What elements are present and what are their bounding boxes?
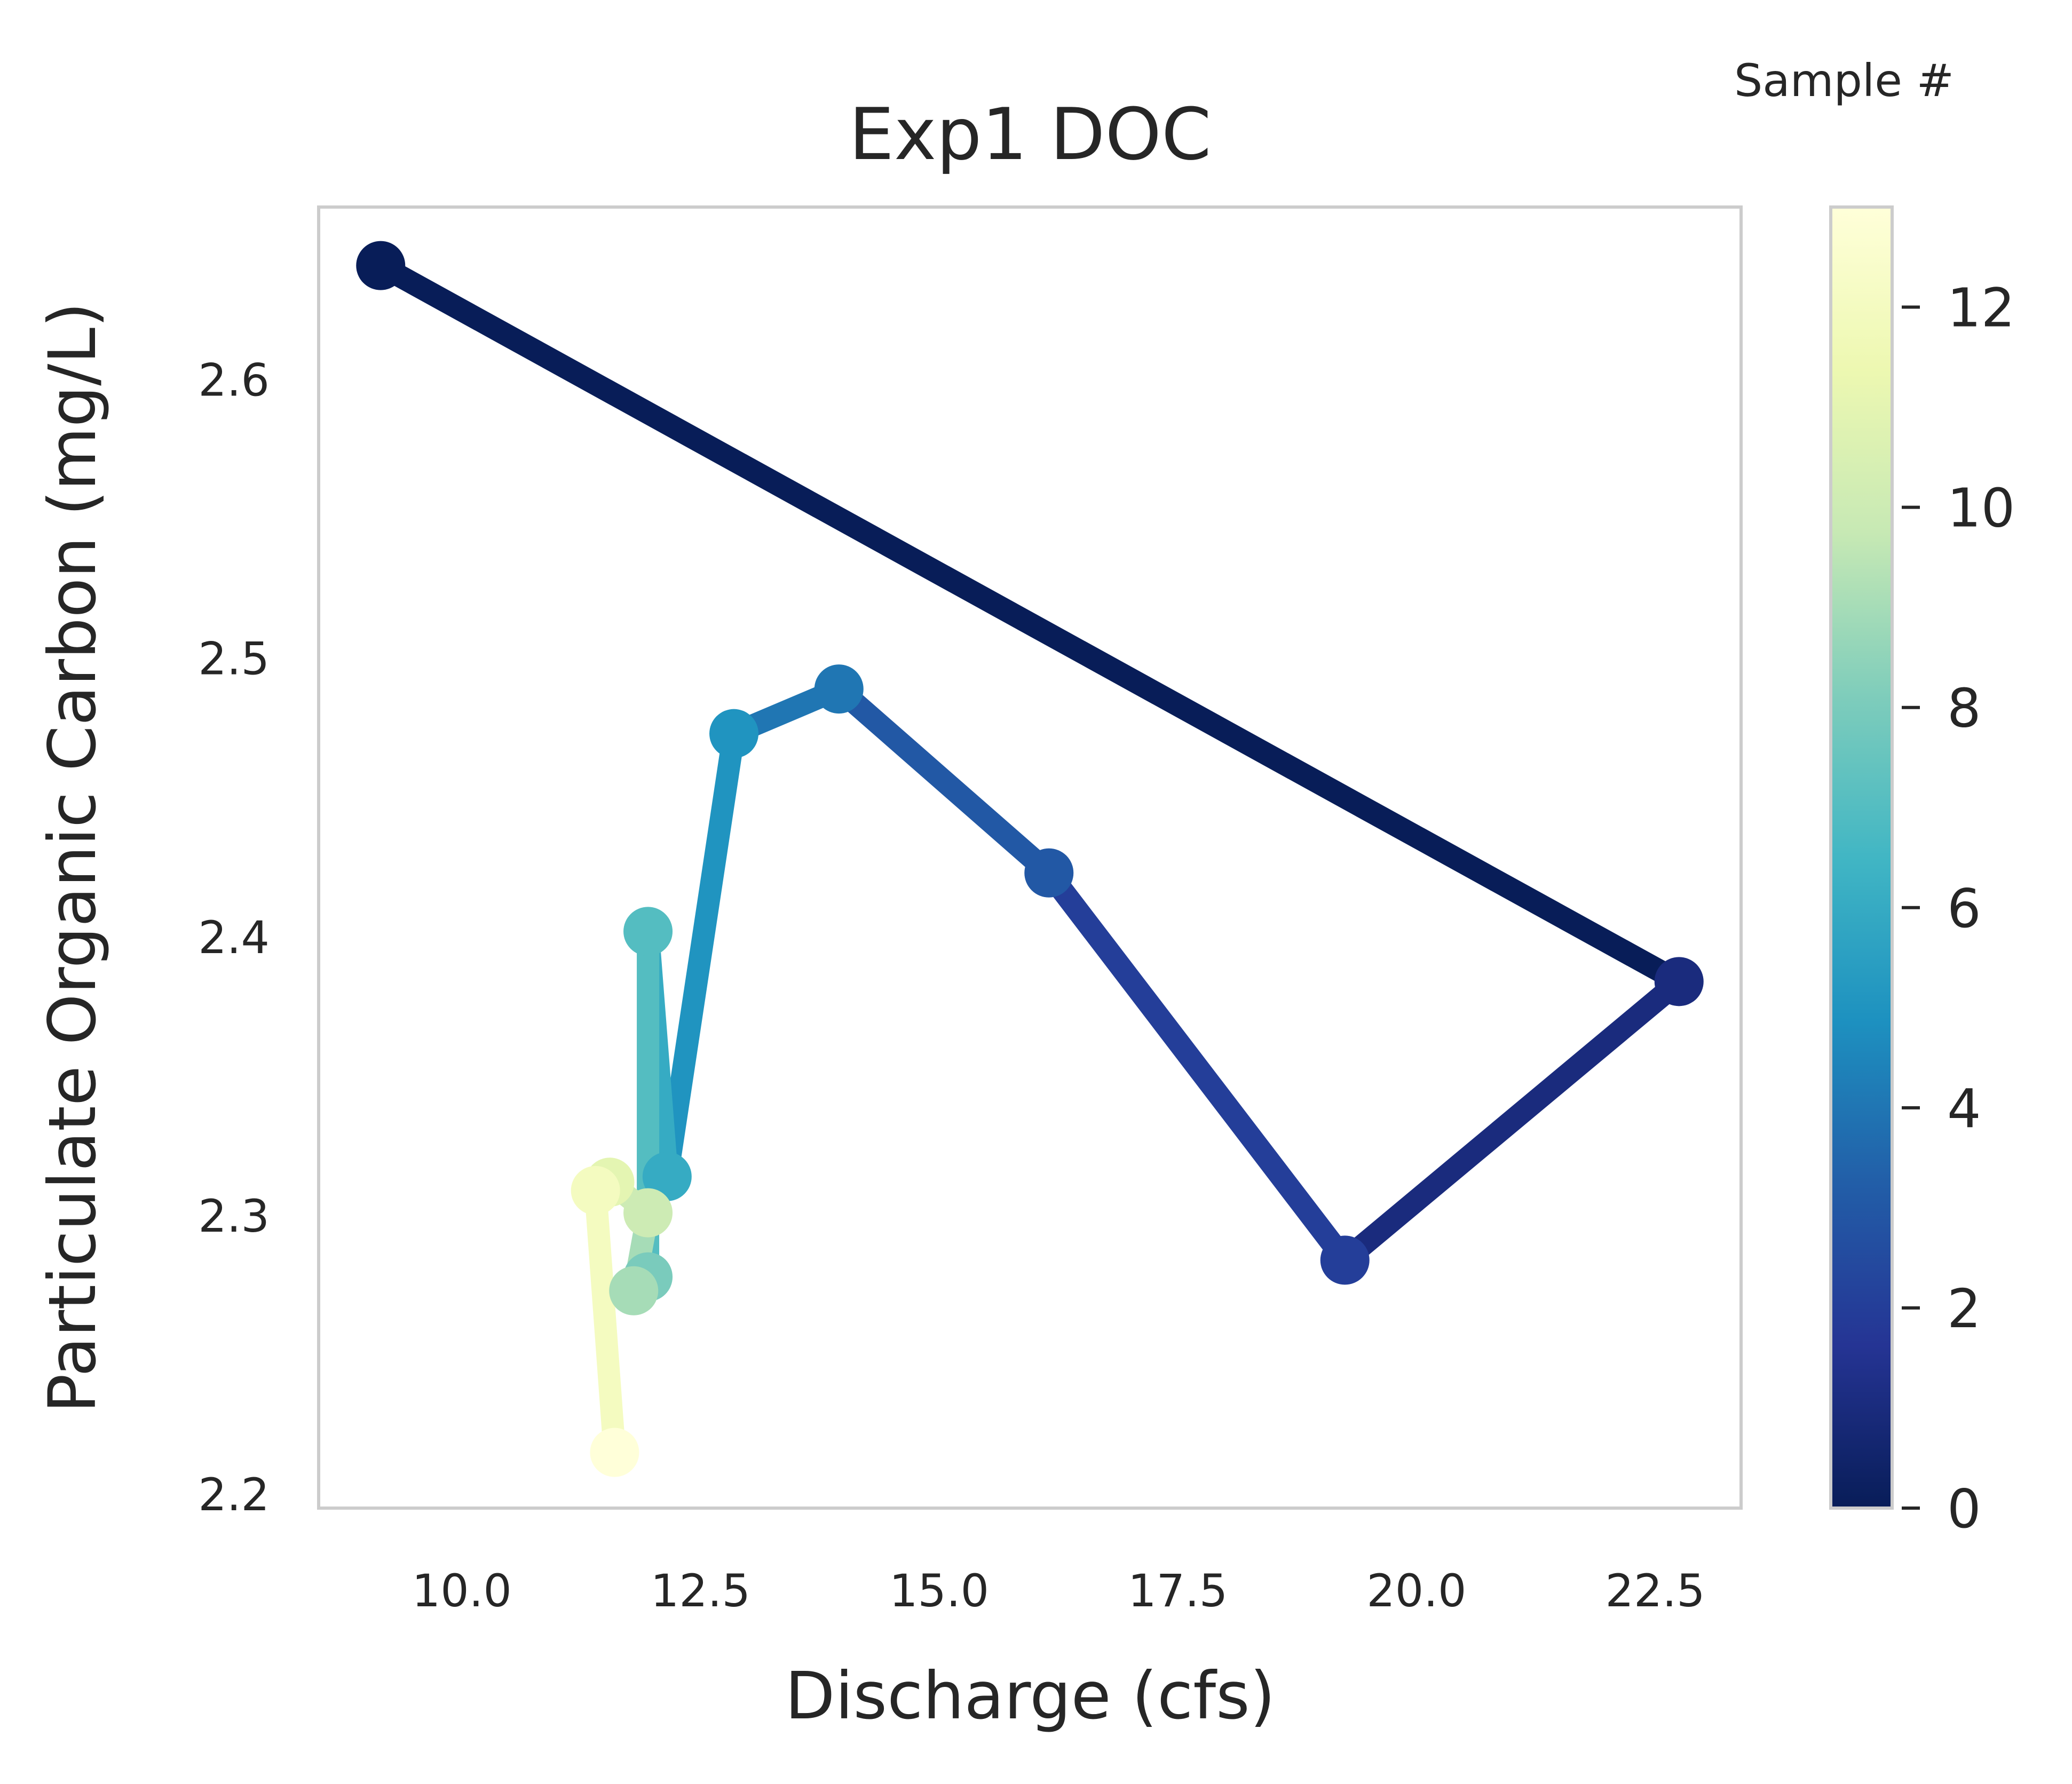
data-point [623,1188,673,1238]
data-point [623,907,673,956]
colorbar-tick-label: 4 [1947,1077,1981,1140]
line-segment [1338,973,1687,1269]
data-point [642,1152,692,1201]
x-tick-label: 15.0 [889,1565,989,1617]
line-segment [584,1190,626,1454]
x-axis-ticks: 10.0 12.5 15.0 17.5 20.0 22.5 [412,1565,1705,1617]
colorbar-tick-label: 8 [1947,677,1981,740]
x-tick-label: 20.0 [1366,1565,1466,1617]
y-tick-label: 2.4 [198,911,270,964]
series-layer [356,241,1704,1477]
colorbar-tick-label: 0 [1947,1478,1981,1540]
y-tick-label: 2.2 [198,1469,270,1521]
data-point [609,1266,659,1315]
data-point [571,1165,620,1215]
line-segment [1040,866,1354,1267]
x-tick-label: 10.0 [412,1565,512,1617]
data-point [1320,1235,1370,1285]
line-segment [831,680,1057,882]
colorbar-tick-label: 6 [1947,877,1981,940]
x-axis-title: Discharge (cfs) [785,1658,1276,1734]
y-tick-label: 2.5 [198,633,270,685]
colorbar [1829,205,1894,1510]
data-point [709,709,759,758]
data-point [1654,957,1704,1006]
x-tick-label: 12.5 [651,1565,750,1617]
data-point [590,1428,639,1477]
data-point [814,664,864,714]
line-segment [656,732,745,1178]
colorbar-tick-label: 12 [1947,277,2015,339]
data-point [1024,848,1074,898]
y-axis-title: Particulate Organic Carbon (mg/L) [35,302,110,1413]
chart-title: Exp1 DOC [849,93,1211,176]
x-tick-label: 17.5 [1128,1565,1228,1617]
y-axis-ticks: 2.2 2.3 2.4 2.5 2.6 [198,354,270,1521]
colorbar-ticks: 0 2 4 6 8 10 12 [1902,277,2015,1540]
data-point [356,241,406,290]
colorbar-title: Sample # [1734,54,1954,107]
y-tick-label: 2.3 [198,1190,270,1242]
colorbar-tick-label: 10 [1947,477,2015,540]
x-tick-label: 22.5 [1606,1565,1705,1617]
y-tick-label: 2.6 [198,354,270,407]
line-segment [375,256,1685,992]
colorbar-tick-label: 2 [1947,1278,1981,1340]
